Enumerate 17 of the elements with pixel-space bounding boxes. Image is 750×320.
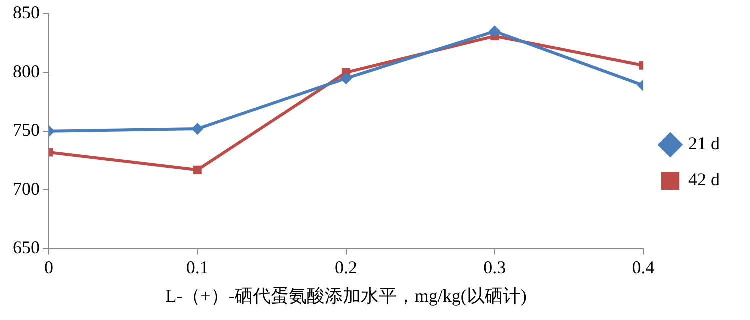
x-axis-title: L-（+）-硒代蛋氨酸添加水平，mg/kg(以硒计): [166, 286, 527, 306]
x-tick-label: 0.3: [484, 257, 506, 278]
x-tick-label: 0.4: [632, 257, 655, 278]
legend-label: 21 d: [688, 134, 720, 154]
y-tick-label: 650: [13, 238, 40, 258]
point: [192, 123, 204, 136]
y-tick-label: 800: [13, 61, 40, 82]
point: [340, 72, 352, 85]
x-tick-label: 0.2: [335, 257, 358, 278]
legend-label: 42 d: [688, 170, 720, 190]
point: [193, 166, 202, 174]
y-tick-label: 850: [13, 2, 40, 23]
point: [488, 26, 501, 38]
y-tick-label: 700: [13, 178, 40, 199]
x-tick-label: 0: [44, 257, 54, 278]
y-tick-label: 750: [13, 120, 40, 140]
x-tick-label: 0.1: [186, 257, 209, 278]
